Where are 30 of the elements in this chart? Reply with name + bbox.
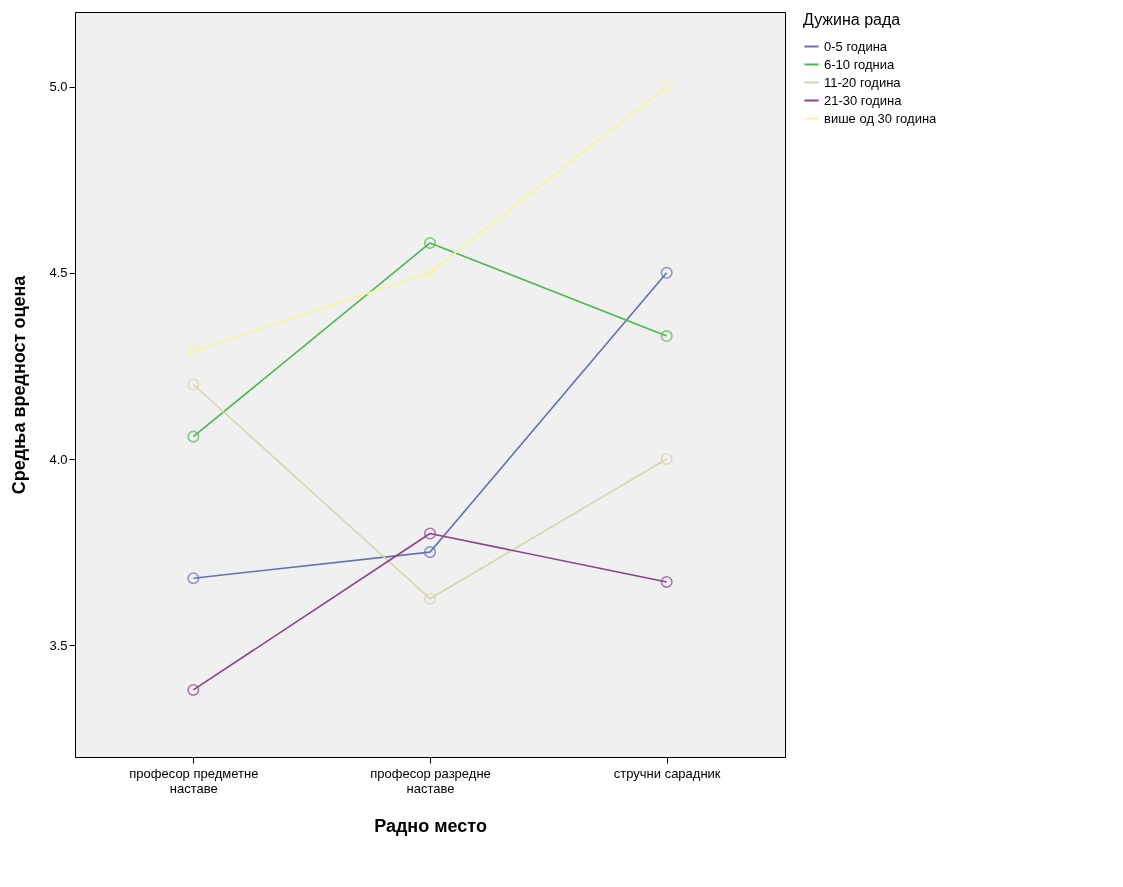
y-axis-title: Средња вредност оцена — [9, 274, 30, 495]
point — [660, 575, 673, 588]
point — [423, 592, 437, 605]
y-tick-label: 4.0 — [49, 451, 68, 467]
point — [187, 344, 200, 358]
x-tick-label: професор предметне наставе — [129, 765, 259, 796]
point — [187, 683, 200, 696]
legend-label: 11-20 година — [824, 74, 902, 90]
legend-title: Дужина рада — [803, 11, 901, 28]
point — [423, 527, 437, 540]
point — [187, 378, 200, 391]
point — [660, 452, 673, 466]
point — [187, 572, 200, 585]
point — [423, 236, 437, 249]
point — [187, 430, 200, 443]
point — [423, 266, 437, 279]
point — [423, 546, 437, 559]
y-tick-label: 3.5 — [49, 637, 68, 653]
point — [660, 330, 673, 343]
x-axis-title: Радно место — [374, 815, 487, 836]
legend-label: 0-5 година — [824, 38, 888, 54]
legend-label: 6-10 годниа — [824, 56, 896, 72]
y-tick-label: 5.0 — [49, 79, 68, 94]
legend-label: више од 30 година — [824, 110, 938, 126]
legend-label: 21-30 година — [824, 92, 903, 108]
x-tick-label: професор разредне наставе — [370, 765, 491, 796]
y-tick-label: 4.5 — [49, 265, 68, 281]
x-tick-label: стручни сарадник — [613, 765, 721, 781]
point — [660, 80, 673, 93]
point — [660, 266, 673, 279]
